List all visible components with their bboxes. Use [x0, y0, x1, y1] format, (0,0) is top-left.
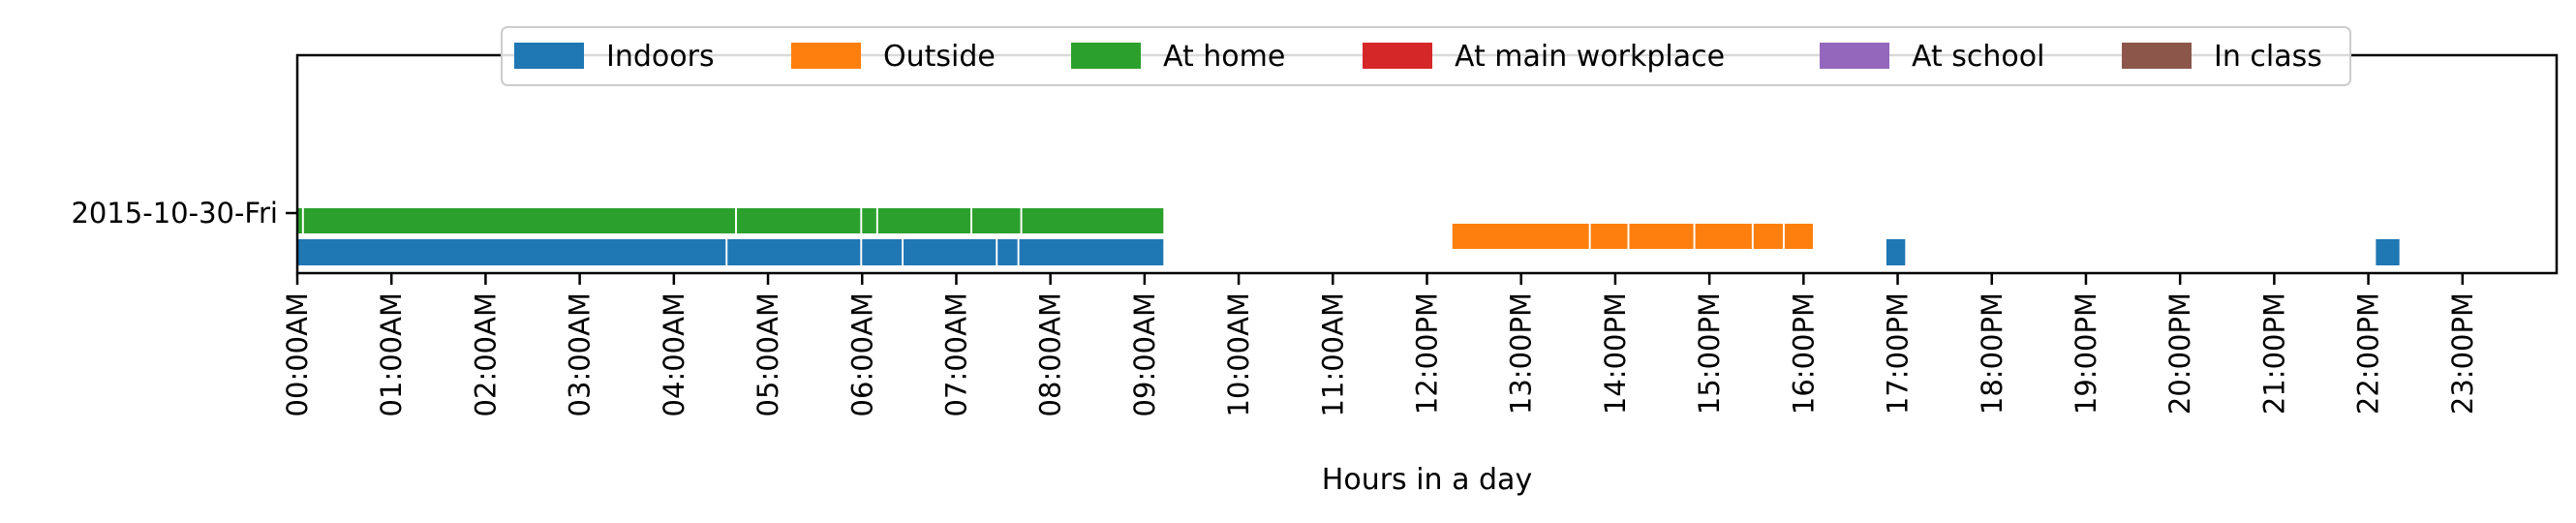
x-tick-label: 04:00AM	[658, 292, 690, 416]
bar-indoors-7	[2376, 239, 2400, 265]
bar-outside-1	[1590, 224, 1628, 249]
x-tick-label: 21:00PM	[2257, 292, 2290, 415]
legend-label-in-class: In class	[2214, 40, 2322, 74]
x-tick-label: 13:00PM	[1505, 292, 1538, 415]
x-tick-label: 05:00AM	[751, 292, 784, 416]
legend-swatch-in-class	[2122, 43, 2192, 69]
bar-outside-0	[1452, 224, 1589, 249]
x-tick-label: 01:00AM	[375, 292, 408, 416]
bar-at-home-3	[862, 208, 876, 233]
legend-label-at-school: At school	[1912, 40, 2044, 74]
bar-outside-2	[1629, 224, 1694, 249]
y-tick-label: 2015-10-30-Fri	[71, 197, 278, 230]
bar-outside-3	[1695, 224, 1752, 249]
legend-label-outside: Outside	[883, 40, 996, 74]
x-tick-label: 19:00PM	[2070, 292, 2102, 415]
bar-indoors-2	[862, 239, 903, 265]
x-tick-label: 14:00PM	[1599, 292, 1632, 415]
bar-outside-5	[1784, 224, 1814, 249]
legend-swatch-at-school	[1820, 43, 1889, 69]
bar-indoors-3	[904, 239, 997, 265]
bar-outside-4	[1753, 224, 1783, 249]
x-tick-label: 03:00AM	[564, 292, 597, 416]
bar-indoors-4	[997, 239, 1018, 265]
legend-swatch-at-home	[1071, 43, 1141, 69]
bar-indoors-5	[1019, 239, 1164, 265]
x-tick-label: 23:00PM	[2446, 292, 2479, 415]
x-tick-label: 10:00AM	[1222, 292, 1255, 416]
bar-segments-group	[297, 208, 2400, 265]
legend-swatch-outside	[791, 43, 861, 69]
legend-label-at-home: At home	[1163, 40, 1285, 74]
x-tick-label: 07:00AM	[939, 292, 972, 416]
x-tick-label: 09:00AM	[1128, 292, 1161, 416]
y-axis-group: 2015-10-30-Fri	[71, 197, 297, 230]
bar-indoors-1	[727, 239, 861, 265]
x-tick-label: 12:00PM	[1411, 292, 1444, 415]
bar-at-home-5	[971, 208, 1021, 233]
x-tick-label: 22:00PM	[2352, 292, 2385, 415]
x-tick-label: 16:00PM	[1787, 292, 1820, 415]
x-tick-label: 08:00AM	[1034, 292, 1067, 416]
bar-indoors-6	[1886, 239, 1906, 265]
x-tick-label: 20:00PM	[2163, 292, 2196, 415]
legend-label-at-main-workplace: At main workplace	[1455, 40, 1725, 74]
x-tick-label: 06:00AM	[845, 292, 878, 416]
bar-at-home-4	[877, 208, 971, 233]
x-tick-label: 02:00AM	[469, 292, 502, 416]
x-axis-group: 00:00AM 01:00AM 02:00AM 03:00AM 04:00AM 05:00…	[281, 273, 2479, 416]
x-tick-label: 17:00PM	[1882, 292, 1915, 415]
x-tick-label: 15:00PM	[1693, 292, 1726, 415]
x-tick-label: 11:00AM	[1316, 292, 1349, 416]
x-tick-label: 18:00PM	[1976, 292, 2009, 415]
legend: Indoors Outside At home At main workplace At…	[501, 26, 2351, 86]
legend-label-indoors: Indoors	[606, 40, 715, 74]
bar-at-home-6	[1022, 208, 1164, 233]
legend-swatch-indoors	[514, 43, 584, 69]
bar-at-home-1	[303, 208, 736, 233]
bar-at-home-0	[297, 208, 302, 233]
legend-swatch-at-main-workplace	[1363, 43, 1432, 69]
x-axis-title: Hours in a day	[1322, 463, 1532, 497]
bar-indoors-0	[297, 239, 726, 265]
bar-at-home-2	[736, 208, 861, 233]
x-tick-label: 00:00AM	[281, 292, 314, 416]
